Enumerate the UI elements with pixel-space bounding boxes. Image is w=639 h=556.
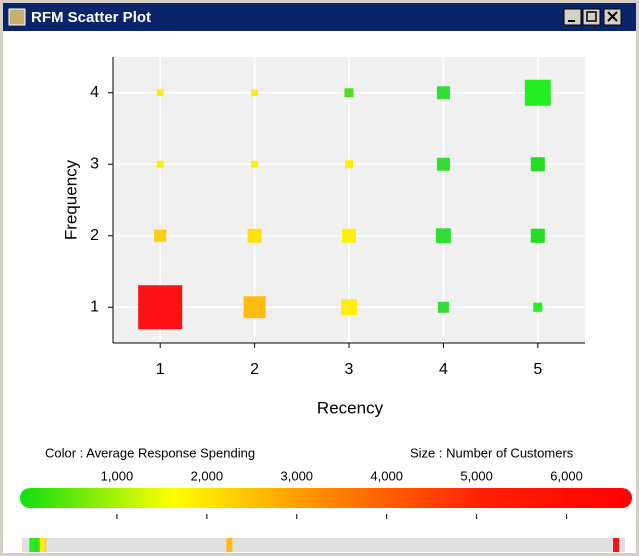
window-buttons	[563, 8, 622, 26]
size-legend-label: Size : Number of Customers	[410, 445, 574, 460]
point	[437, 301, 449, 313]
point	[154, 229, 167, 242]
app-icon	[8, 8, 26, 26]
colorbar-tick-label: 3,000	[281, 468, 314, 483]
point	[251, 89, 259, 97]
y-tick-label: 1	[90, 298, 99, 315]
value-marker	[29, 538, 36, 552]
y-tick-label: 2	[90, 227, 99, 244]
maximize-icon	[586, 11, 597, 22]
colorbar-tick-label: 6,000	[550, 468, 583, 483]
color-legend-label: Color : Average Response Spending	[45, 445, 255, 460]
point	[530, 157, 545, 172]
plot: 1 2 3 4 5 1 2 3 4	[90, 57, 585, 378]
point	[340, 299, 358, 316]
point	[247, 228, 262, 243]
point	[533, 302, 543, 312]
minimize-button[interactable]	[563, 8, 582, 26]
x-tick-label: 2	[250, 361, 259, 378]
colorbar-tick-label: 5,000	[460, 468, 493, 483]
window-title: RFM Scatter Plot	[31, 9, 151, 26]
x-tick-label: 4	[439, 361, 448, 378]
point	[345, 160, 353, 169]
point	[243, 296, 266, 319]
point	[156, 89, 164, 97]
color-legend: 1,000 2,000 3,000 4,000 5,000 6,000	[29, 468, 620, 552]
x-tick-label: 3	[345, 361, 354, 378]
point	[251, 160, 259, 168]
point	[138, 285, 183, 330]
x-tick-label: 1	[156, 361, 165, 378]
point	[156, 160, 164, 168]
point	[436, 157, 450, 171]
y-axis-label: Frequency	[61, 159, 80, 240]
value-marker	[613, 538, 620, 552]
point	[530, 228, 545, 243]
title-bar	[3, 3, 636, 31]
value-strip	[22, 538, 625, 552]
point	[524, 79, 551, 106]
point	[341, 228, 357, 243]
value-marker	[37, 538, 44, 552]
x-axis-label: Recency	[317, 398, 384, 417]
colorbar	[20, 488, 632, 508]
y-tick-label: 3	[90, 155, 99, 172]
point	[436, 86, 450, 100]
colorbar-tick-label: 4,000	[370, 468, 403, 483]
x-tick-label: 5	[533, 361, 542, 378]
colorbar-tick-label: 2,000	[191, 468, 224, 483]
colorbar-tick-label: 1,000	[101, 468, 134, 483]
y-tick-label: 4	[90, 84, 99, 101]
point	[344, 88, 354, 98]
value-marker	[226, 538, 233, 552]
close-icon	[607, 11, 618, 22]
point	[435, 228, 451, 244]
